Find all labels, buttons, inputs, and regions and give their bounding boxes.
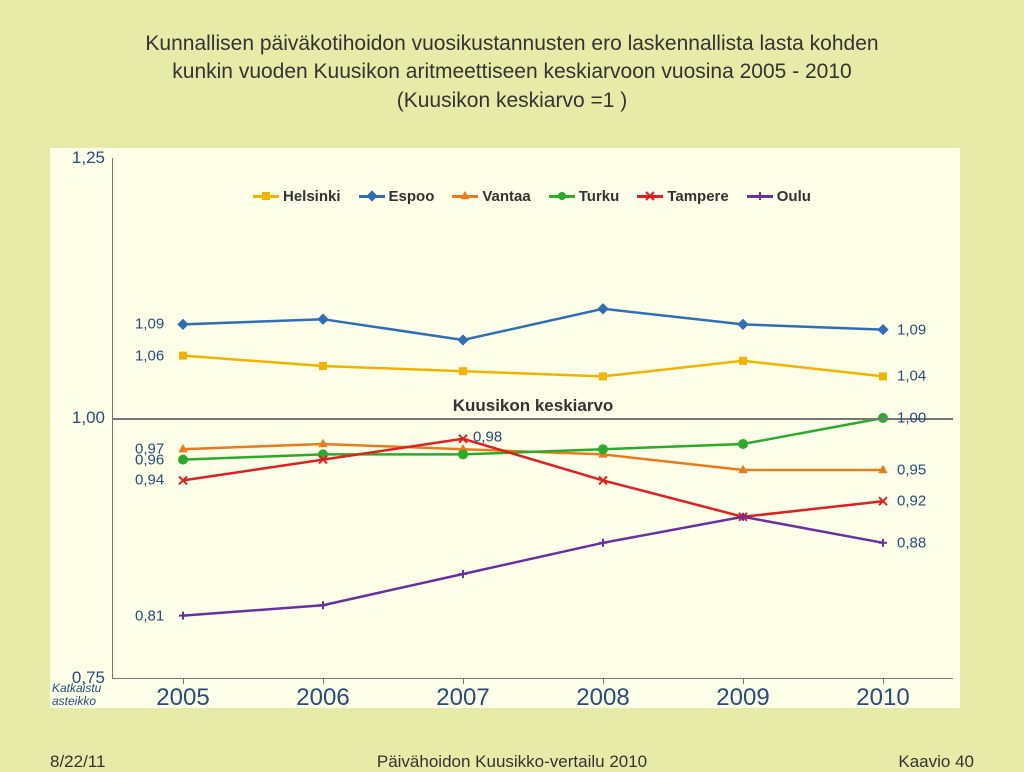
footer-page: Kaavio 40 [898,752,974,772]
plot-region: 0,751,001,25200520062007200820092010Kuus… [112,158,953,679]
legend-item: Helsinki [253,188,341,205]
reference-line [113,418,953,420]
footer-title: Päivähoidon Kuusikko-vertailu 2010 [377,752,647,772]
x-tick-label: 2009 [716,684,769,712]
legend-item: Tampere [637,188,728,205]
legend-label: Vantaa [482,188,530,205]
footer-date: 8/22/11 [50,752,105,772]
series-start-label: 1,09 [135,316,164,333]
legend-swatch-icon [452,195,478,198]
legend-swatch-icon [253,195,279,198]
legend: Helsinki Espoo Vantaa Turku Tampere Oulu [253,188,811,205]
chart-title: Kunnallisen päiväkotihoidon vuosikustann… [0,0,1024,125]
legend-swatch-icon [747,195,773,198]
x-tick-label: 2006 [296,684,349,712]
series-end-label: 0,88 [897,534,926,551]
series-end-label: 1,04 [897,368,926,385]
series-end-label: 0,92 [897,493,926,510]
series-start-label: 1,06 [135,347,164,364]
legend-swatch-icon [637,195,663,198]
series-start-label: 0,96 [135,451,164,468]
x-tick-label: 2010 [856,684,909,712]
y-tick-label: 1,25 [72,148,105,168]
legend-label: Helsinki [283,188,341,205]
series-end-label: 1,09 [897,321,926,338]
x-tick-label: 2008 [576,684,629,712]
reference-label: Kuusikon keskiarvo [453,396,614,416]
legend-swatch-icon [549,195,575,198]
series-start-label: 0,94 [135,472,164,489]
legend-swatch-icon [359,195,385,198]
legend-item: Turku [549,188,620,205]
legend-label: Tampere [667,188,728,205]
series-start-label: 0,81 [135,607,164,624]
x-tick-label: 2007 [436,684,489,712]
y-tick-label: 1,00 [72,408,105,428]
legend-label: Turku [579,188,620,205]
legend-item: Espoo [359,188,435,205]
series-mid-label: 0,98 [473,428,502,445]
x-tick-label: 2005 [156,684,209,712]
legend-item: Oulu [747,188,811,205]
legend-label: Espoo [389,188,435,205]
legend-label: Oulu [777,188,811,205]
chart-area: 0,751,001,25200520062007200820092010Kuus… [50,148,960,708]
legend-item: Vantaa [452,188,530,205]
series-end-label: 0,95 [897,462,926,479]
series-end-label: 1,00 [897,410,926,427]
axis-note: Katkaistuasteikko [52,682,101,710]
